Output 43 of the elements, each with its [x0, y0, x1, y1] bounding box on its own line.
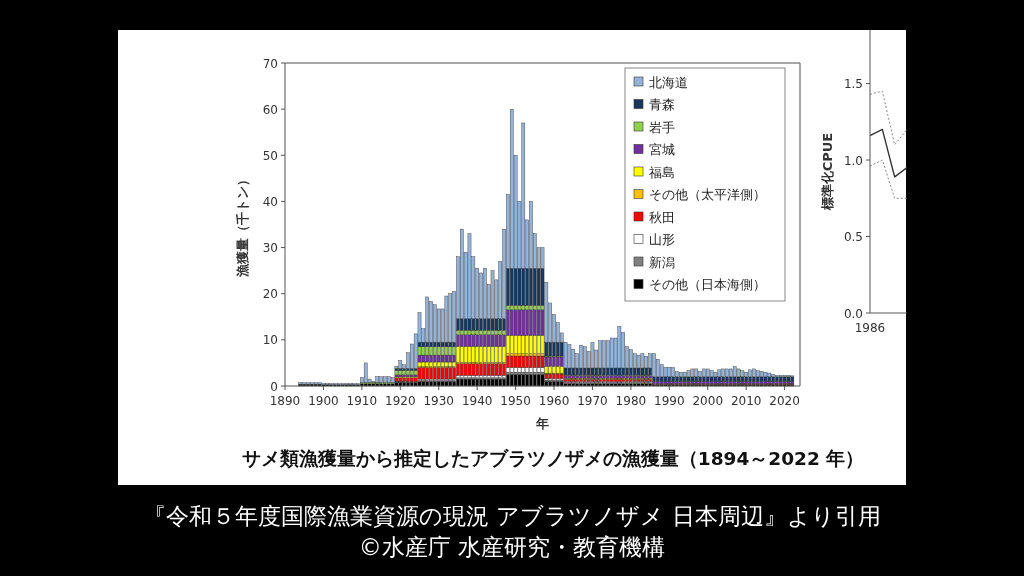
x-tick-label: 1940: [461, 394, 493, 408]
x-tick-label: 1986: [854, 321, 886, 335]
x-tick-label: 2010: [730, 394, 762, 408]
y-axis-title: 標準化CPUE: [820, 132, 835, 212]
text: 『令和５年度国際漁業資源の現況 アブラツノザメ 日本周辺』より引用: [143, 503, 881, 529]
y-tick-label: 1.0: [843, 153, 863, 168]
y-tick-label: 60: [262, 102, 278, 117]
x-tick-label: 2020: [769, 394, 800, 408]
legend-label: 岩手: [649, 119, 675, 135]
x-tick-label: 1900: [308, 394, 339, 408]
legend-label: 福島: [649, 164, 675, 180]
x-tick-label: 1920: [385, 394, 416, 408]
legend-label: その他（日本海側）: [649, 277, 766, 292]
y-tick-label: 0.5: [843, 230, 863, 245]
y-tick-label: 10: [262, 333, 278, 348]
y-tick-label: 1.5: [843, 77, 863, 92]
y-tick-label: 0.0: [843, 306, 863, 321]
text: サメ類漁獲量から推定したアブラツノザメの漁獲量（1894～2022 年）: [241, 448, 865, 469]
x-axis-title: 年: [535, 416, 549, 431]
legend-label: 山形: [649, 232, 675, 247]
text: ©水産庁 水産研究・教育機構: [358, 534, 666, 560]
legend-label: 北海道: [649, 74, 688, 90]
y-axis-title: 漁獲量（千トン）: [235, 172, 250, 278]
x-tick-label: 1930: [423, 394, 454, 408]
y-tick-label: 30: [262, 241, 278, 256]
x-tick-label: 1970: [577, 394, 608, 408]
y-tick-label: 70: [262, 56, 278, 71]
x-tick-label: 2000: [692, 394, 724, 408]
y-tick-label: 40: [262, 194, 278, 209]
legend-label: 秋田: [649, 209, 675, 225]
x-tick-label: 1960: [538, 394, 570, 408]
legend-label: その他（太平洋側）: [649, 187, 766, 202]
x-tick-label: 1990: [654, 394, 685, 408]
x-tick-label: 1890: [269, 394, 301, 408]
y-tick-label: 20: [262, 287, 278, 302]
x-tick-label: 1910: [346, 394, 378, 408]
y-tick-label: 50: [262, 148, 278, 163]
x-tick-label: 1950: [500, 394, 531, 408]
x-tick-label: 1980: [615, 394, 647, 408]
legend-label: 青森: [649, 97, 675, 112]
legend-label: 宮城: [649, 142, 675, 157]
y-tick-label: 0: [270, 379, 278, 394]
legend-label: 新潟: [649, 254, 675, 270]
